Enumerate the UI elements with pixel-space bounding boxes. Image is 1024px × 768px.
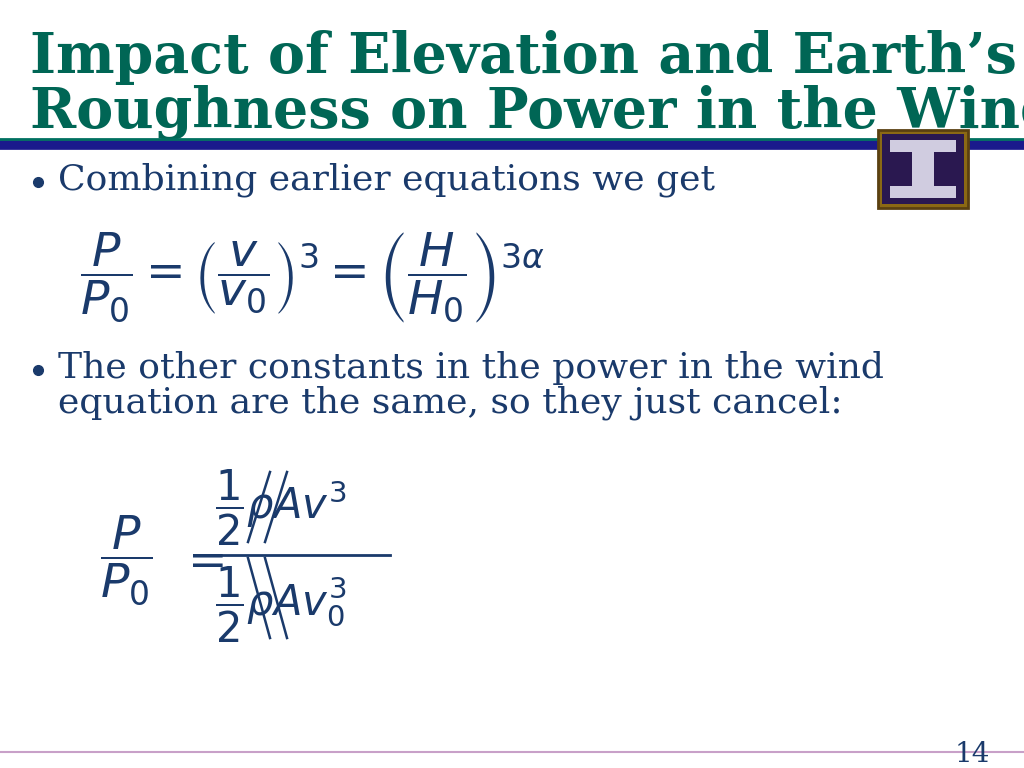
Bar	[911, 140, 935, 198]
Text: $\dfrac{1}{2}\rho Av_0^3$: $\dfrac{1}{2}\rho Av_0^3$	[215, 565, 346, 645]
Text: $\dfrac{1}{2}\rho Av^3$: $\dfrac{1}{2}\rho Av^3$	[215, 468, 346, 548]
Text: equation are the same, so they just cancel:: equation are the same, so they just canc…	[58, 386, 843, 420]
FancyBboxPatch shape	[882, 134, 964, 204]
FancyBboxPatch shape	[878, 130, 968, 208]
Text: Combining earlier equations we get: Combining earlier equations we get	[58, 163, 715, 197]
Text: $\dfrac{P}{P_0} = \left(\dfrac{v}{v_0}\right)^{3} = \left(\dfrac{H}{H_0}\right)^: $\dfrac{P}{P_0} = \left(\dfrac{v}{v_0}\r…	[80, 231, 545, 325]
Text: Roughness on Power in the Wind: Roughness on Power in the Wind	[30, 85, 1024, 140]
Text: The other constants in the power in the wind: The other constants in the power in the …	[58, 351, 884, 385]
Text: $=$: $=$	[178, 538, 224, 583]
Text: Impact of Elevation and Earth’s: Impact of Elevation and Earth’s	[30, 30, 1017, 85]
Text: 14: 14	[954, 741, 990, 768]
Text: $\dfrac{P}{P_0}$: $\dfrac{P}{P_0}$	[100, 513, 153, 607]
Bar	[890, 140, 955, 152]
Bar	[890, 186, 955, 198]
